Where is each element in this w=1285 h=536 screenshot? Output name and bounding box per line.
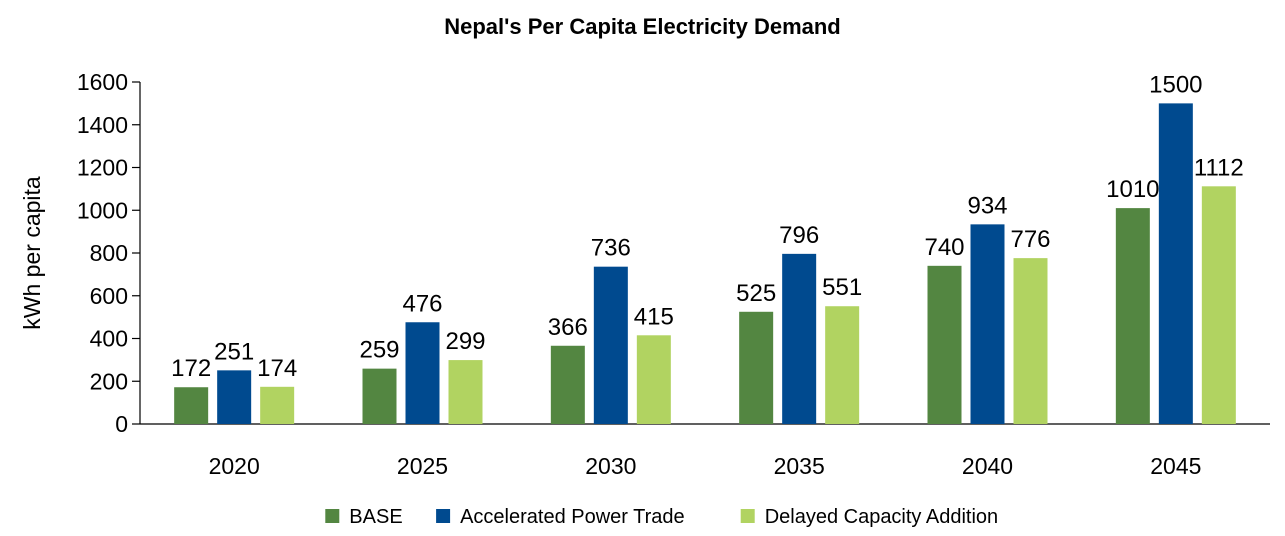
data-label: 525	[736, 280, 776, 307]
bar	[217, 370, 252, 424]
bar	[927, 265, 962, 424]
y-tick-label: 400	[90, 326, 128, 352]
y-tick-label: 1200	[77, 155, 128, 181]
y-axis-title: kWh per capita	[19, 176, 45, 330]
legend-label: Delayed Capacity Addition	[765, 506, 998, 528]
bar	[636, 335, 671, 424]
legend-label: BASE	[349, 506, 402, 528]
data-label: 796	[779, 222, 819, 249]
bar	[782, 253, 817, 424]
bar	[405, 322, 440, 424]
data-label: 1112	[1194, 154, 1244, 181]
bar	[1158, 103, 1193, 424]
x-tick-label: 2020	[209, 453, 260, 479]
data-label: 551	[822, 274, 862, 301]
bar	[593, 266, 628, 424]
axes: 0 200 400 600 800 1000 1200 1400 1600 kWh per cap…	[19, 69, 1270, 479]
y-tick-label: 800	[90, 240, 128, 266]
data-label: 366	[548, 314, 588, 341]
x-tick-label: 2025	[397, 453, 448, 479]
legend-label: Accelerated Power Trade	[460, 506, 685, 528]
y-tick-label: 200	[90, 368, 128, 394]
data-label: 736	[591, 235, 631, 262]
bar	[448, 360, 483, 424]
data-label: 476	[402, 290, 442, 317]
bar	[174, 387, 209, 424]
data-label: 1010	[1106, 176, 1159, 203]
legend-swatch	[325, 509, 340, 523]
x-tick-label: 2045	[1150, 453, 1201, 479]
data-label: 299	[445, 328, 485, 355]
legend: BASE Accelerated Power Trade Delayed Capac…	[325, 506, 998, 528]
legend-swatch	[436, 509, 451, 523]
bar	[260, 386, 295, 424]
bars	[174, 103, 1236, 424]
y-tick-label: 0	[115, 411, 128, 437]
y-tick-label: 600	[90, 283, 128, 309]
bar	[1115, 208, 1150, 424]
data-label: 172	[171, 355, 211, 382]
data-label: 415	[634, 303, 674, 330]
bar	[825, 306, 860, 424]
data-label: 174	[257, 355, 297, 382]
chart-title: Nepal's Per Capita Electricity Demand	[444, 14, 841, 39]
bar	[1201, 186, 1236, 424]
data-label: 740	[924, 234, 964, 261]
y-tick-label: 1600	[77, 69, 128, 95]
data-label: 934	[967, 192, 1007, 219]
data-label: 1500	[1149, 71, 1202, 98]
x-tick-label: 2030	[585, 453, 636, 479]
bar	[550, 345, 585, 424]
bar	[362, 368, 397, 424]
x-tick-label: 2035	[774, 453, 825, 479]
y-tick-label: 1000	[77, 197, 128, 223]
bar	[1013, 258, 1048, 424]
data-label: 259	[359, 337, 399, 364]
legend-swatch	[740, 509, 755, 523]
bar	[739, 311, 774, 424]
data-label: 251	[214, 338, 254, 365]
data-label: 776	[1010, 226, 1050, 253]
bar	[970, 224, 1005, 424]
x-tick-label: 2040	[962, 453, 1013, 479]
y-tick-label: 1400	[77, 112, 128, 138]
